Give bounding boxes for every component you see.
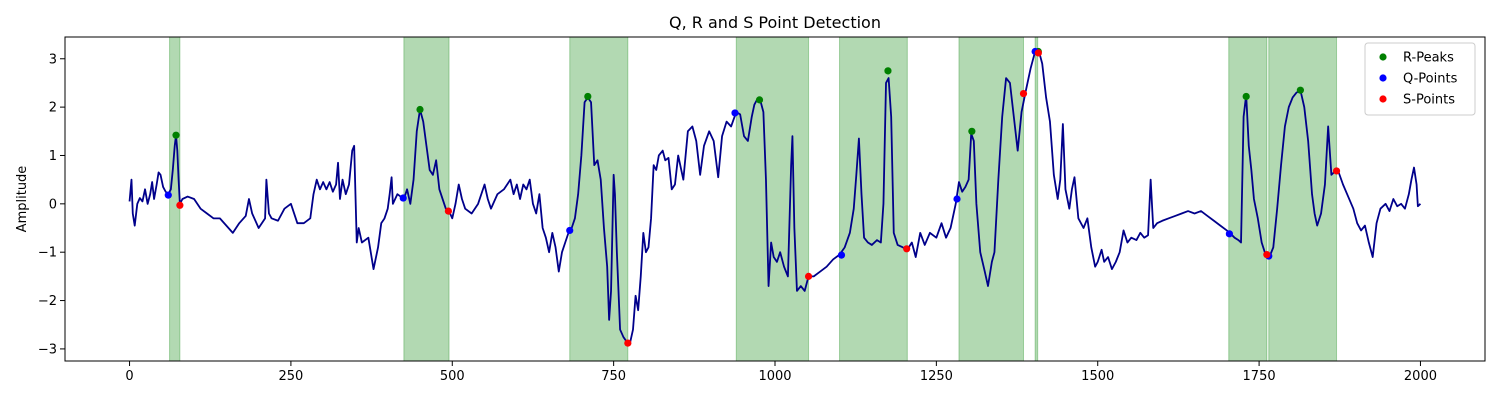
chart-title: Q, R and S Point Detection xyxy=(669,13,881,32)
shaded-region xyxy=(839,36,908,362)
x-tick-label: 1750 xyxy=(1243,369,1276,384)
q-pointsmarker xyxy=(1225,230,1233,238)
shaded-region xyxy=(1228,36,1268,362)
legend-marker xyxy=(1379,74,1387,82)
shaded-region xyxy=(169,36,181,362)
r-peaksmarker xyxy=(968,127,976,135)
r-peaksmarker xyxy=(1296,86,1304,94)
x-tick-label: 250 xyxy=(278,369,303,384)
s-pointsmarker xyxy=(444,207,452,215)
legend-label: R-Peaks xyxy=(1403,51,1454,66)
s-pointsmarker xyxy=(1019,89,1028,98)
signal-line xyxy=(128,48,1422,345)
q-pointsmarker xyxy=(731,109,739,117)
q-pointsmarker xyxy=(164,191,172,199)
legend: R-Peaks Q-Points S-Points xyxy=(1364,42,1476,116)
x-tick-label: 1250 xyxy=(920,369,953,384)
s-pointsmarker xyxy=(804,272,813,280)
shaded-region xyxy=(735,36,810,362)
x-tick-label: 2000 xyxy=(1404,369,1437,384)
q-pointsmarker xyxy=(399,194,407,202)
shaded-region xyxy=(958,36,1024,362)
s-pointsmarker xyxy=(1263,251,1271,259)
y-tick-label: 0 xyxy=(49,197,57,212)
x-axis-ticks: 0 250 500 750 1000 1250 1500 1750 2000 xyxy=(125,361,1437,384)
r-peaksmarker xyxy=(584,92,592,101)
y-tick-label: −2 xyxy=(38,294,57,309)
legend-label: Q-Points xyxy=(1403,72,1458,87)
q-pointsmarker xyxy=(837,251,846,259)
highlighted-regions xyxy=(169,36,1338,362)
s-pointsmarker xyxy=(624,339,632,347)
r-peaksmarker xyxy=(884,67,892,75)
signal-path xyxy=(128,48,1422,345)
r-peaksmarker xyxy=(755,96,764,104)
s-pointsmarker xyxy=(176,201,184,209)
x-tick-label: 0 xyxy=(125,369,133,384)
y-axis-label: Amplitude xyxy=(15,166,30,233)
y-tick-label: −1 xyxy=(38,246,57,261)
y-axis-ticks: −3 −2 −1 0 1 2 3 xyxy=(38,52,65,357)
detected-points xyxy=(164,47,1341,347)
y-tick-label: −3 xyxy=(38,342,57,357)
s-pointsmarker xyxy=(1034,49,1042,57)
legend-box xyxy=(1364,42,1476,116)
shaded-region xyxy=(1268,36,1338,362)
s-pointsmarker xyxy=(1332,167,1341,175)
y-tick-label: 3 xyxy=(49,52,57,67)
r-peaksmarker xyxy=(1242,92,1250,101)
legend-marker xyxy=(1379,53,1387,61)
shaded-region xyxy=(569,36,629,362)
q-pointsmarker xyxy=(953,195,961,203)
y-tick-label: 2 xyxy=(49,101,57,116)
y-tick-label: 1 xyxy=(49,149,57,164)
legend-label: S-Points xyxy=(1403,93,1455,108)
shaded-region xyxy=(1034,36,1039,362)
legend-marker xyxy=(1379,95,1387,103)
q-pointsmarker xyxy=(566,226,574,235)
x-tick-label: 500 xyxy=(440,369,465,384)
x-tick-label: 1000 xyxy=(758,369,791,384)
r-peaksmarker xyxy=(416,105,424,114)
x-tick-label: 1500 xyxy=(1081,369,1114,384)
s-pointsmarker xyxy=(903,245,911,253)
x-tick-label: 750 xyxy=(601,369,626,384)
r-peaksmarker xyxy=(172,131,180,139)
